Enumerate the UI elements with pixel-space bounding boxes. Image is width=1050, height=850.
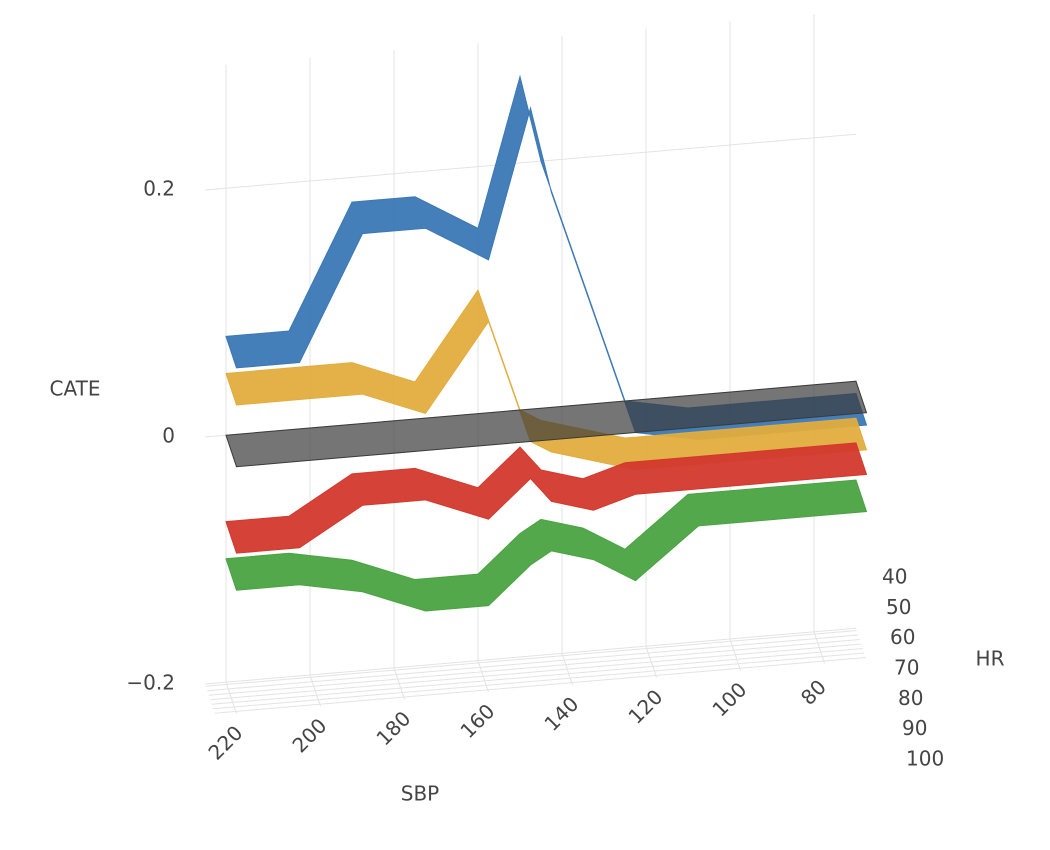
x-tick-label: 220: [203, 721, 247, 765]
surface: [225, 479, 868, 612]
x-axis-title: SBP: [401, 782, 439, 806]
grid-line: [208, 638, 860, 696]
x-tick-label: 80: [796, 675, 831, 710]
grid-line: [213, 652, 865, 710]
z-tick-label: 0.2: [143, 177, 175, 201]
grid-line: [207, 634, 859, 692]
grid-line: [205, 629, 857, 687]
y-tick-label: 70: [894, 656, 919, 680]
y-tick-label: 80: [898, 686, 923, 710]
surface: [225, 442, 868, 554]
x-tick-label: 120: [623, 685, 667, 729]
y-axis-title: HR: [976, 647, 1005, 671]
x-tick-label: 140: [539, 692, 583, 736]
y-tick-label: 100: [906, 747, 944, 771]
y-tick-label: 50: [886, 595, 911, 619]
grid-line: [211, 647, 863, 705]
surface: [225, 380, 868, 468]
x-tick-label: 200: [287, 713, 331, 757]
z-axis-title: CATE: [50, 377, 101, 401]
grid-line: [204, 133, 857, 191]
z-tick-label: 0: [162, 424, 175, 448]
grid-line: [214, 656, 866, 714]
x-tick-label: 100: [707, 677, 751, 721]
grid-line: [210, 643, 862, 701]
y-tick-label: 60: [890, 625, 915, 649]
y-tick-label: 40: [882, 565, 907, 589]
z-tick-label: −0.2: [126, 671, 175, 695]
y-tick-label: 90: [902, 716, 927, 740]
grid-line: [204, 627, 857, 685]
x-tick-label: 160: [455, 699, 499, 743]
x-tick-label: 180: [371, 706, 415, 750]
